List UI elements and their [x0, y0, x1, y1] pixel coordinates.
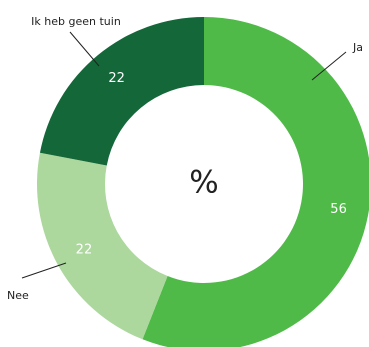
leader-line-ik-heb-geen-tuin	[69, 31, 100, 67]
leader-lines	[21, 31, 347, 279]
leader-line-nee	[21, 262, 67, 279]
value-label-ja: 56	[330, 202, 347, 217]
slice-ik-heb-geen-tuin	[39, 17, 204, 166]
category-label-nee: Nee	[7, 289, 29, 302]
category-label-ja: Ja	[352, 41, 363, 54]
donut-slices	[36, 17, 369, 347]
category-labels: Ja Nee Ik heb geen tuin	[7, 15, 363, 302]
slice-nee	[36, 152, 168, 340]
slice-ja	[142, 17, 369, 347]
value-label-nee: 22	[76, 243, 93, 258]
leader-line-ja	[311, 51, 347, 81]
center-label: %	[189, 165, 218, 201]
category-label-ik-heb-geen-tuin: Ik heb geen tuin	[31, 15, 121, 28]
value-label-ik-heb-geen-tuin: 22	[108, 71, 125, 86]
value-labels: 56 22 22	[76, 71, 347, 258]
